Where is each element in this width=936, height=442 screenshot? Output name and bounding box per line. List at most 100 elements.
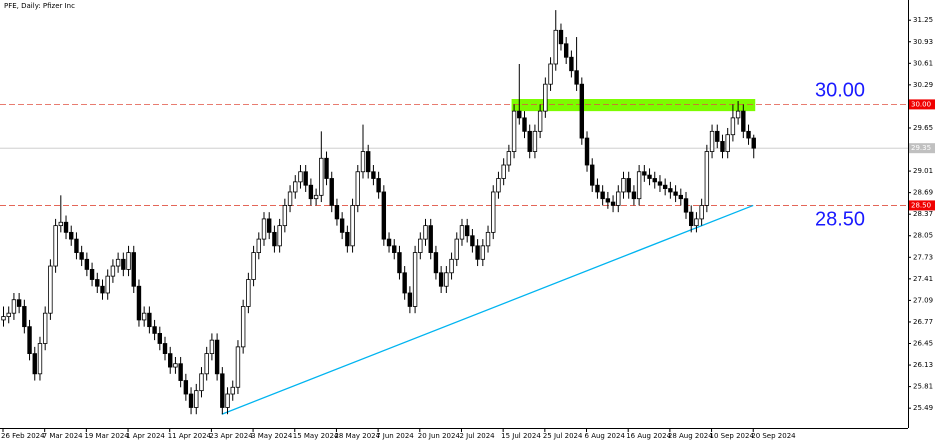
candle-body	[652, 178, 657, 183]
candle-body	[428, 225, 433, 253]
candle-body	[89, 269, 95, 280]
candle-body	[694, 218, 699, 227]
candle-body	[678, 194, 683, 200]
candle-body	[517, 110, 522, 119]
candle-body	[115, 258, 121, 267]
candle-body	[553, 29, 558, 65]
y-tick-label: 28.37	[913, 210, 933, 218]
x-tick-label: 6 Aug 2024	[585, 432, 626, 440]
candle-body	[22, 306, 27, 328]
candle-body	[506, 151, 512, 166]
x-tick-label: 28 May 2024	[334, 432, 380, 440]
x-tick-label: 2 Jul 2024	[459, 432, 495, 440]
candle-body	[371, 171, 376, 179]
x-tick-label: 28 Aug 2024	[668, 432, 713, 440]
candle-body	[126, 252, 131, 270]
current-price-box	[909, 143, 935, 154]
candle-body	[527, 130, 532, 152]
candle-body	[199, 373, 204, 392]
level-label: 30.00	[815, 80, 865, 102]
candle-body	[444, 272, 449, 287]
candle-body	[621, 178, 626, 193]
x-tick-label: 20 Jun 2024	[418, 432, 461, 440]
candle-body	[162, 343, 168, 355]
candle-body	[225, 393, 230, 408]
candle-body	[418, 238, 423, 253]
candle-body	[657, 181, 663, 186]
y-tick-label: 26.45	[913, 340, 933, 348]
candle-body	[741, 110, 746, 132]
y-tick-label: 28.69	[913, 189, 933, 197]
candle-body	[152, 326, 157, 334]
candle-body	[397, 252, 402, 274]
candle-body	[16, 299, 22, 307]
x-tick-label: 15 Jul 2024	[501, 432, 541, 440]
x-tick-label: 26 Feb 2024	[1, 432, 45, 440]
candle-body	[11, 299, 17, 314]
candle-body	[584, 137, 590, 166]
candle-body	[256, 238, 261, 253]
candle-body	[168, 353, 173, 368]
candle-body	[58, 221, 64, 227]
candle-body	[433, 252, 439, 274]
candle-body	[470, 235, 475, 247]
candle-body	[616, 191, 621, 206]
candle-body	[360, 151, 366, 173]
candle-body	[730, 117, 736, 136]
x-tick-label: 16 Aug 2024	[626, 432, 671, 440]
candle-body	[668, 188, 673, 193]
candle-body	[230, 386, 235, 395]
x-tick-label: 20 Sep 2024	[751, 432, 796, 440]
candle-body	[308, 184, 314, 200]
candle-body	[183, 380, 189, 395]
trendline	[221, 204, 754, 415]
candle-body	[662, 184, 668, 189]
candle-body	[287, 191, 293, 206]
candle-body	[209, 339, 215, 355]
candle-body	[147, 312, 152, 328]
y-tick-label: 26.77	[913, 318, 933, 326]
candle-body	[491, 191, 496, 233]
candle-body	[246, 279, 251, 307]
level-price-box	[909, 200, 935, 211]
candle-body	[240, 306, 246, 348]
y-tick-label: 30.61	[913, 59, 933, 67]
candle-body	[569, 56, 574, 72]
candle-body	[392, 245, 397, 253]
candle-body	[350, 205, 355, 247]
candle-body	[282, 205, 288, 227]
candle-body	[751, 137, 756, 149]
candle-body	[522, 117, 527, 132]
candle-body	[496, 178, 501, 193]
candle-body	[459, 225, 465, 240]
candle-body	[1, 316, 6, 321]
candle-body	[386, 238, 392, 247]
candle-body	[600, 191, 605, 200]
x-tick-label: 7 Mar 2024	[43, 432, 83, 440]
candle-body	[548, 63, 553, 85]
y-tick-label: 27.09	[913, 296, 933, 304]
candle-body	[532, 130, 538, 152]
candle-body	[605, 198, 611, 203]
candle-body	[157, 332, 162, 344]
y-tick-label: 29.01	[913, 167, 933, 175]
x-tick-label: 25 Jul 2024	[543, 432, 583, 440]
x-tick-label: 1 Apr 2024	[126, 432, 165, 440]
candle-body	[715, 130, 720, 142]
candle-body	[746, 130, 751, 139]
candle-body	[449, 258, 454, 274]
candle-body	[631, 191, 637, 200]
candle-body	[355, 171, 360, 206]
y-tick-label: 25.49	[913, 404, 933, 412]
candle-body	[173, 363, 178, 368]
candle-body	[537, 110, 543, 132]
candle-body	[704, 151, 710, 206]
candle-body	[735, 110, 741, 119]
candle-body	[511, 110, 517, 152]
candle-body	[689, 211, 694, 227]
candle-body	[27, 326, 32, 355]
candle-body	[141, 312, 147, 321]
x-tick-label: 10 Sep 2024	[710, 432, 755, 440]
zone	[511, 99, 756, 112]
